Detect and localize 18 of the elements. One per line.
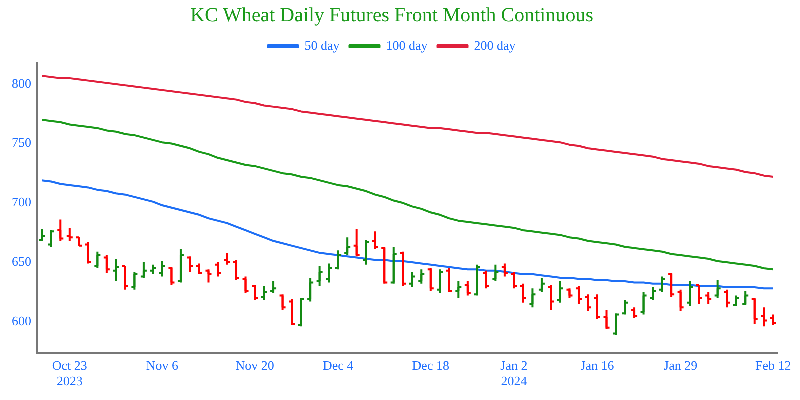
chart-title: KC Wheat Daily Futures Front Month Continuous (190, 4, 594, 26)
y-tick-label: 650 (12, 254, 32, 269)
x-tick-label: Jan 2 2024 (500, 358, 528, 389)
y-tick-label: 750 (12, 135, 32, 150)
y-tick-label: 700 (12, 194, 32, 210)
x-tick-label: Nov 20 (236, 358, 274, 374)
legend-label: 200 day (474, 38, 516, 53)
y-tick-label: 800 (12, 76, 32, 91)
x-tick-label: Oct 23 2023 (52, 358, 88, 389)
x-tick-label: Feb 12 (755, 358, 792, 374)
legend-label: 100 day (386, 38, 428, 53)
x-tick-label: Nov 6 (146, 358, 180, 374)
y-tick-label: 600 (12, 313, 32, 328)
x-tick-label: Jan 16 (580, 358, 615, 374)
x-tick-label: Jan 29 (664, 358, 698, 374)
legend-label: 50 day (304, 38, 340, 53)
x-tick-label: Dec 18 (412, 358, 450, 374)
x-tick-label: Dec 4 (322, 358, 354, 374)
